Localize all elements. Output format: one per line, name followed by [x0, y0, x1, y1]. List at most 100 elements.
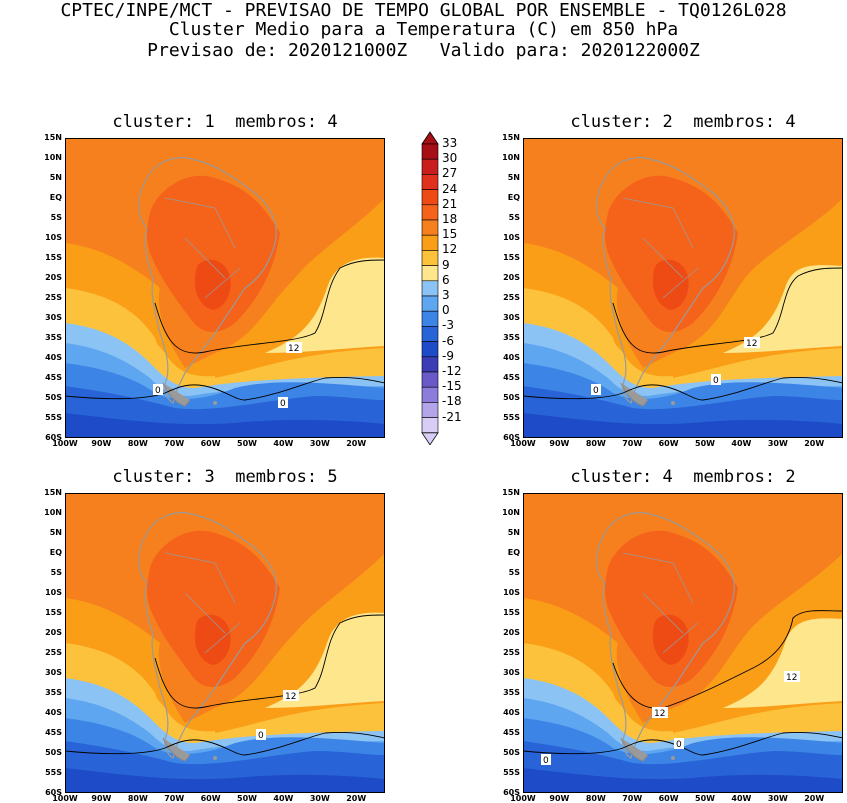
colorbar-label: -21: [442, 409, 462, 424]
lat-label: 55S: [45, 413, 62, 422]
lon-label: 50W: [237, 794, 257, 803]
lat-label: EQ: [507, 548, 520, 557]
colorbar-swatch: [421, 158, 439, 175]
contour-label-text: 12: [654, 709, 665, 719]
lon-label: 60W: [658, 794, 679, 803]
temperature-map: 12 0 0: [65, 138, 385, 438]
colorbar-label: -3: [442, 318, 454, 333]
contour-label-box: [286, 342, 302, 353]
lon-label: 80W: [127, 439, 148, 448]
contour-label: 0: [711, 374, 721, 386]
contour-label-box: [674, 738, 684, 749]
colorbar-label: 6: [442, 272, 450, 287]
map-panel-3: 12 0: [65, 493, 385, 793]
contour-label: 12: [286, 342, 302, 354]
colorbar-label: 9: [442, 257, 450, 272]
contour-label: 12: [652, 707, 668, 719]
lat-label: 45S: [45, 373, 62, 382]
colorbar-swatch: [421, 341, 439, 358]
contour-label-box: [711, 374, 721, 385]
lat-label: 45S: [503, 728, 520, 737]
lon-label: 30W: [309, 794, 330, 803]
lat-label: 55S: [45, 768, 62, 777]
lon-label: 30W: [767, 439, 788, 448]
lat-label: 15S: [45, 253, 62, 262]
lat-label: 20S: [503, 273, 520, 282]
map-panel-1: 12 0 0: [65, 138, 385, 438]
lat-label: 50S: [503, 748, 520, 757]
lon-label: 50W: [237, 439, 257, 448]
contour-0: [65, 377, 385, 401]
lon-label: 40W: [731, 794, 752, 803]
lat-label: 20S: [45, 628, 62, 637]
lat-label: 15N: [44, 133, 62, 142]
contour-label-box: [541, 754, 551, 765]
colorbar-swatch: [421, 371, 439, 388]
map-frame: [523, 138, 843, 438]
colorbar-swatch: [421, 326, 439, 342]
lat-label: 40S: [45, 708, 62, 717]
lon-label: 90W: [91, 794, 112, 803]
contour-label-text: 0: [258, 731, 264, 741]
contour-label: 0: [541, 754, 551, 766]
contour-label-text: 0: [676, 740, 682, 750]
lon-label: 100W: [510, 794, 536, 803]
temperature-map: 12 12 0 0: [523, 493, 843, 793]
band-12-15-south: [523, 658, 673, 740]
lon-label: 20W: [346, 439, 367, 448]
lat-label: 60S: [45, 788, 62, 797]
lat-label: 60S: [45, 433, 62, 442]
lat-label: 45S: [45, 728, 62, 737]
contour-label: 12: [784, 671, 800, 683]
colorbar-label: 12: [442, 242, 458, 257]
colorbar-label: 30: [442, 151, 458, 166]
contour-label-box: [744, 337, 760, 348]
lat-label: 15N: [502, 133, 520, 142]
band-m6-m3: [523, 768, 843, 793]
colorbar-label: -6: [442, 333, 454, 348]
colorbar-label: 27: [442, 166, 458, 181]
band-24-27: [653, 614, 689, 665]
contour-0: [523, 732, 843, 756]
band-12-15-south: [65, 658, 215, 740]
contour-label-text: 12: [288, 344, 299, 354]
lat-label: 5S: [508, 213, 520, 222]
colorbar-swatch: [421, 189, 439, 206]
lon-label: 90W: [549, 794, 570, 803]
lat-label: 15S: [503, 253, 520, 262]
colorbar-label: -18: [442, 394, 462, 409]
lon-label: 70W: [622, 439, 643, 448]
coastline: [138, 512, 277, 759]
lat-label: 50S: [45, 393, 62, 402]
map-panel-4: 12 12 0 0: [523, 493, 843, 793]
lat-label: 35S: [503, 688, 520, 697]
lat-label: 30S: [45, 313, 62, 322]
lon-label: 20W: [346, 794, 367, 803]
band-21-24: [604, 530, 738, 688]
lat-label: 35S: [45, 333, 62, 342]
colorbar-label: -9: [442, 348, 454, 363]
colorbar-swatch: [421, 280, 439, 297]
lon-label: 70W: [164, 439, 185, 448]
lat-label: 5N: [507, 173, 520, 182]
colorbar-swatch: [421, 234, 439, 251]
lat-label: 5N: [507, 528, 520, 537]
lat-label: 35S: [503, 333, 520, 342]
contour-label-text: 0: [280, 399, 286, 409]
contour-label-box: [153, 384, 163, 395]
lat-label: EQ: [49, 193, 62, 202]
lat-label: 10S: [503, 588, 520, 597]
tierra-del-fuego: [620, 737, 649, 762]
lon-label: 70W: [164, 794, 185, 803]
contour-label-text: 0: [593, 386, 599, 396]
contour-label: 0: [591, 384, 601, 396]
lat-label: 15S: [503, 608, 520, 617]
lon-label: 30W: [309, 439, 330, 448]
band-21-24: [604, 175, 738, 333]
lon-label: 60W: [658, 439, 679, 448]
lon-label: 40W: [273, 794, 294, 803]
lat-label: 15S: [45, 608, 62, 617]
lat-label: 30S: [45, 668, 62, 677]
lat-label: 40S: [503, 353, 520, 362]
lat-label: 35S: [45, 688, 62, 697]
